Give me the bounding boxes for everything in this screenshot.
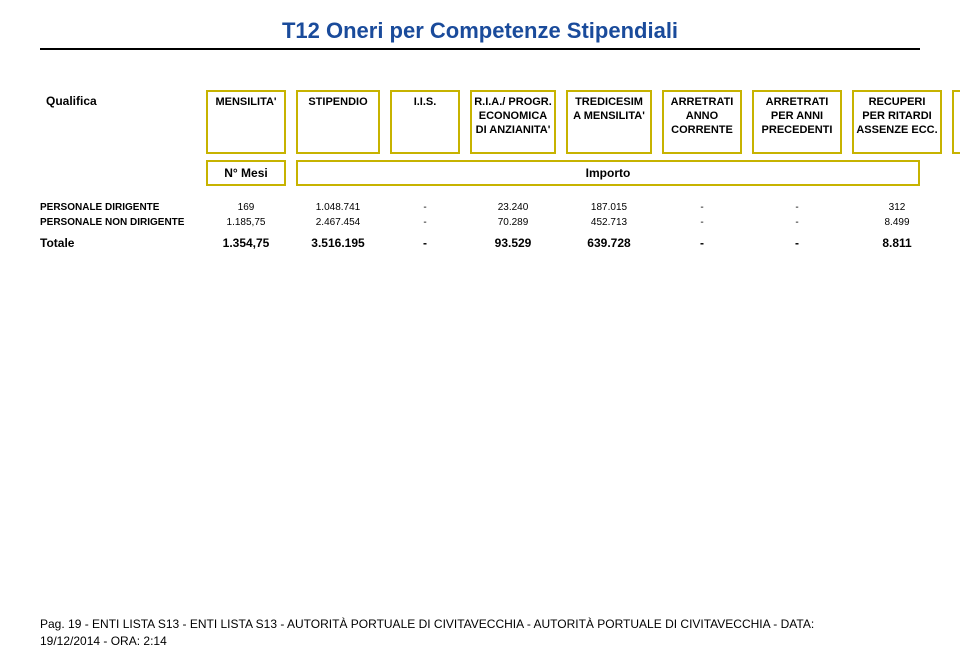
cell-mens: 1.185,75 — [206, 217, 286, 228]
cell-rec: 312 — [852, 202, 942, 213]
page-footer: Pag. 19 - ENTI LISTA S13 - ENTI LISTA S1… — [40, 616, 814, 650]
header-mensilita: MENSILITA' — [206, 90, 286, 154]
total-rec: 8.811 — [852, 236, 942, 250]
subheader-nmesi: N° Mesi — [206, 160, 286, 186]
cell-imp: 1.258.684 — [952, 202, 960, 213]
cell-stip: 1.048.741 — [296, 202, 380, 213]
header-stipendio: STIPENDIO — [296, 90, 380, 154]
cell-tred: 187.015 — [566, 202, 652, 213]
total-tred: 639.728 — [566, 236, 652, 250]
footer-line1: Pag. 19 - ENTI LISTA S13 - ENTI LISTA S1… — [40, 616, 814, 633]
subheader-row: N° Mesi Importo — [40, 160, 920, 186]
cell-iis: - — [390, 217, 460, 228]
cell-arrc: - — [662, 217, 742, 228]
header-recuperi: RECUPERI PER RITARDI ASSENZE ECC. — [852, 90, 942, 154]
page: T12 Oneri per Competenze Stipendiali Qua… — [0, 0, 960, 672]
total-stip: 3.516.195 — [296, 236, 380, 250]
cell-arrp: - — [752, 202, 842, 213]
header-arretrati-precedenti: ARRETRATI PER ANNI PRECEDENTI — [752, 90, 842, 154]
subheader-spacer — [40, 160, 196, 186]
total-ria: 93.529 — [470, 236, 556, 250]
total-mens: 1.354,75 — [206, 236, 286, 250]
cell-imp: 2.981.957 — [952, 217, 960, 228]
total-row: Totale 1.354,75 3.516.195 - 93.529 639.7… — [40, 234, 920, 252]
row-label: PERSONALE NON DIRIGENTE — [40, 217, 196, 228]
header-importo-totale: Importo Totale — [952, 90, 960, 154]
header-arretrati-corrente: ARRETRATI ANNO CORRENTE — [662, 90, 742, 154]
total-iis: - — [390, 236, 460, 250]
header-row: Qualifica MENSILITA' STIPENDIO I.I.S. R.… — [40, 90, 920, 154]
page-title: T12 Oneri per Competenze Stipendiali — [40, 18, 920, 50]
table-row: PERSONALE NON DIRIGENTE 1.185,75 2.467.4… — [40, 215, 920, 230]
subheader-importo: Importo — [296, 160, 920, 186]
header-qualifica: Qualifica — [40, 90, 196, 154]
total-imp: 4.240.641 — [952, 236, 960, 250]
footer-line2: 19/12/2014 - ORA: 2:14 — [40, 633, 814, 650]
cell-stip: 2.467.454 — [296, 217, 380, 228]
cell-mens: 169 — [206, 202, 286, 213]
row-label: PERSONALE DIRIGENTE — [40, 202, 196, 213]
cell-rec: 8.499 — [852, 217, 942, 228]
total-arrp: - — [752, 236, 842, 250]
header-ria: R.I.A./ PROGR. ECONOMICA DI ANZIANITA' — [470, 90, 556, 154]
cell-ria: 70.289 — [470, 217, 556, 228]
cell-tred: 452.713 — [566, 217, 652, 228]
total-label: Totale — [40, 236, 196, 250]
total-arrc: - — [662, 236, 742, 250]
cell-arrc: - — [662, 202, 742, 213]
header-iis: I.I.S. — [390, 90, 460, 154]
header-tredicesima: TREDICESIM A MENSILITA' — [566, 90, 652, 154]
cell-arrp: - — [752, 217, 842, 228]
cell-ria: 23.240 — [470, 202, 556, 213]
table-row: PERSONALE DIRIGENTE 169 1.048.741 - 23.2… — [40, 200, 920, 215]
cell-iis: - — [390, 202, 460, 213]
